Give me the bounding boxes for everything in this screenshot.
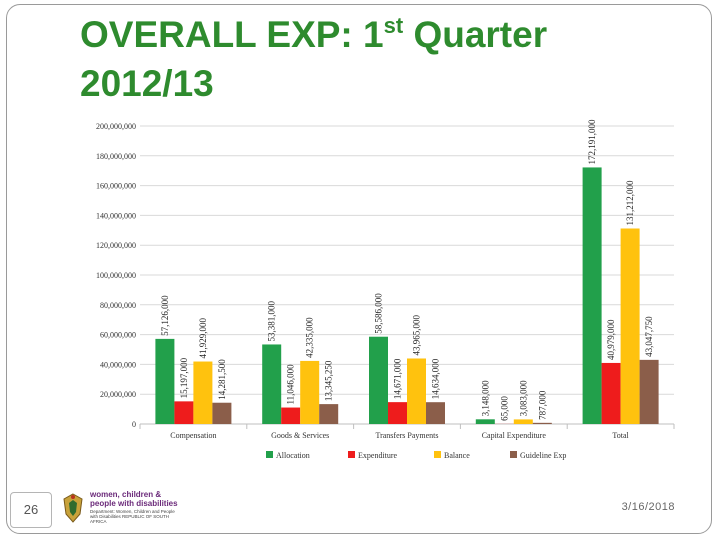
data-label: 3,083,000 (518, 380, 528, 417)
y-tick-label: 180,000,000 (96, 152, 136, 161)
slide-number: 26 (23, 502, 39, 517)
chart-container: 0 20,000,000 40,000,000 60,000,000 80,000,00… (70, 118, 680, 470)
title-main: OVERALL EXP: 1 (80, 14, 384, 55)
data-label: 57,126,000 (160, 295, 170, 336)
bar-allocation-4 (582, 167, 602, 424)
data-label: 787,000 (537, 390, 547, 420)
legend-swatch (266, 451, 273, 458)
data-label: 43,047,750 (644, 316, 654, 357)
data-label: 131,212,000 (625, 180, 635, 226)
x-category-label: Transfers Payments (375, 431, 438, 440)
bar-balance-3 (513, 419, 533, 424)
y-tick-label: 160,000,000 (96, 182, 136, 191)
data-label: 11,046,000 (286, 364, 296, 405)
data-label: 41,929,000 (198, 318, 208, 359)
title-rest: Quarter 2012/13 (80, 14, 548, 104)
y-tick-label: 140,000,000 (96, 211, 136, 220)
data-label: 3,148,000 (480, 380, 490, 417)
data-label: 172,191,000 (587, 119, 597, 165)
bar-guideline-exp-1 (319, 404, 339, 424)
legend-swatch (434, 451, 441, 458)
logo-line-2: people with disabilities (90, 499, 178, 508)
legend-label: Allocation (276, 451, 310, 460)
slide-number-box: 26 (10, 492, 52, 528)
bar-expenditure-4 (601, 362, 621, 424)
data-label: 40,979,000 (606, 319, 616, 360)
slide-title: OVERALL EXP: 1st Quarter 2012/13 (80, 10, 640, 108)
bar-allocation-1 (262, 344, 282, 424)
x-category-label: Capital Expenditure (482, 431, 547, 440)
bar-guideline-exp-2 (426, 402, 445, 424)
logo-line-1: women, children & (90, 490, 162, 499)
legend-swatch (348, 451, 355, 458)
logo-title: women, children & people with disabiliti… (90, 490, 178, 508)
bar-balance-0 (193, 361, 213, 424)
data-label: 58,586,000 (374, 293, 384, 334)
department-logo: women, children & people with disabiliti… (60, 490, 180, 528)
y-tick-label: 80,000,000 (100, 301, 136, 310)
x-category-label: Compensation (170, 431, 216, 440)
x-category-label: Goods & Services (271, 431, 329, 440)
bar-balance-1 (300, 360, 320, 424)
y-tick-label: 200,000,000 (96, 122, 136, 131)
slide-frame (6, 4, 712, 534)
bar-guideline-exp-0 (212, 402, 232, 424)
data-label: 14,281,500 (217, 359, 227, 400)
bar-balance-2 (407, 358, 426, 424)
legend-label: Balance (444, 451, 470, 460)
bar-expenditure-0 (174, 401, 194, 424)
legend-label: Guideline Exp (520, 451, 566, 460)
data-label: 15,197,000 (179, 357, 189, 398)
logo-subtitle: Department: Women, Children and People w… (90, 509, 175, 524)
data-label: 14,671,000 (393, 358, 403, 399)
data-label: 14,634,000 (431, 358, 441, 399)
y-tick-label: 120,000,000 (96, 241, 136, 250)
bar-allocation-3 (475, 419, 495, 424)
bar-guideline-exp-3 (532, 422, 552, 424)
legend-swatch (510, 451, 517, 458)
data-label: 13,345,250 (324, 360, 334, 401)
data-label: 53,381,000 (267, 300, 277, 341)
data-label: 42,335,000 (305, 317, 315, 358)
data-label: 65,000 (499, 396, 509, 421)
legend-label: Expenditure (358, 451, 398, 460)
expenditure-bar-chart: 0 20,000,000 40,000,000 60,000,000 80,000,00… (96, 119, 675, 460)
y-tick-label: 20,000,000 (100, 390, 136, 399)
y-tick-label: 40,000,000 (100, 360, 136, 369)
y-tick-label: 60,000,000 (100, 331, 136, 340)
y-tick-label: 0 (132, 420, 136, 429)
x-category-label: Total (612, 431, 629, 440)
bar-balance-4 (620, 228, 640, 424)
y-tick-label: 100,000,000 (96, 271, 136, 280)
bar-guideline-exp-4 (639, 359, 659, 424)
slide-date: 3/16/2018 (621, 501, 675, 513)
coat-of-arms-icon (63, 493, 83, 523)
bar-allocation-0 (155, 338, 175, 424)
title-superscript: st (383, 13, 404, 38)
data-label: 43,965,000 (412, 314, 422, 355)
bar-allocation-2 (369, 336, 388, 424)
bar-expenditure-1 (281, 407, 301, 424)
bar-expenditure-2 (388, 402, 407, 424)
